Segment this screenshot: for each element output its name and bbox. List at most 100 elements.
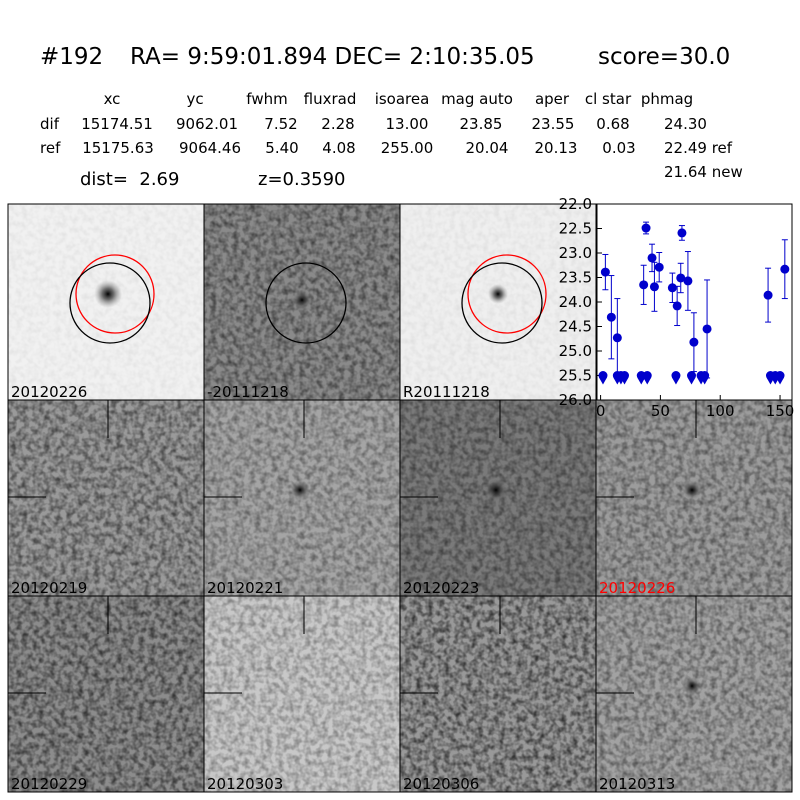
data-point [598, 371, 608, 380]
source [94, 280, 122, 308]
image-panel: 20120313 [595, 595, 793, 793]
image-panel: R20111218 [399, 203, 597, 401]
table-cell: 20.13 [535, 139, 578, 157]
panel-noise [400, 596, 596, 792]
new-mag: 21.64 new [664, 163, 743, 181]
table-cell: 255.00 [381, 139, 434, 157]
data-point [677, 228, 687, 238]
table-cell: 9064.46 [179, 139, 241, 157]
source [484, 478, 508, 502]
data-point [687, 371, 697, 380]
column-header: aper [535, 90, 570, 108]
table-cell: 23.55 [532, 115, 575, 133]
data-point [606, 312, 616, 322]
table-cell: 7.52 [264, 115, 297, 133]
panel-label: 20120219 [11, 579, 87, 597]
data-point [620, 371, 630, 380]
table-cell: 22.49 ref [664, 139, 733, 157]
panel-noise [8, 596, 204, 792]
data-point [612, 333, 622, 343]
column-header: xc [104, 90, 121, 108]
score: score=30.0 [598, 44, 730, 70]
y-tick-label: 26.0 [559, 391, 592, 409]
y-tick-label: 24.0 [559, 293, 592, 311]
image-panel: 20120219 [7, 399, 205, 597]
table-cell: 2.28 [321, 115, 354, 133]
table-cell: 23.85 [460, 115, 503, 133]
panel-noise [204, 596, 400, 792]
aperture [265, 262, 347, 344]
plot-area [596, 203, 793, 401]
data-point [600, 267, 610, 277]
y-tick-label: 24.5 [559, 318, 592, 336]
data-point [641, 223, 651, 233]
y-tick-label: 23.5 [559, 269, 592, 287]
table-cell: 24.30 [664, 115, 707, 133]
table-cell: 9062.01 [176, 115, 238, 133]
image-panel: 20120306 [399, 595, 597, 793]
table-cell: ref [40, 139, 61, 157]
panel-label: 20120229 [11, 775, 87, 793]
column-header: mag auto [441, 90, 513, 108]
source [292, 290, 312, 310]
y-tick-label: 22.0 [559, 195, 592, 213]
column-header: cl star [585, 90, 632, 108]
panel-label: 20120223 [403, 579, 479, 597]
y-tick-label: 23.0 [559, 244, 592, 262]
data-point [700, 371, 710, 380]
redshift: z=0.3590 [258, 169, 346, 190]
data-point [654, 262, 664, 272]
source [290, 480, 310, 500]
data-point [689, 337, 699, 347]
ref-aperture [75, 254, 155, 334]
source [683, 677, 701, 695]
image-panel: 20120303 [203, 595, 401, 793]
data-point [780, 264, 790, 274]
data-point [683, 276, 693, 286]
table-cell: 4.08 [322, 139, 355, 157]
panel-label: 20120313 [599, 775, 675, 793]
image-panel: -20111218 [203, 203, 401, 401]
panel-label: R20111218 [403, 383, 490, 401]
y-tick-label: 25.5 [559, 367, 592, 385]
data-point [671, 371, 681, 380]
image-panel: 20120226 [7, 203, 205, 401]
panel-label: -20111218 [207, 383, 289, 401]
table-cell: 15175.63 [82, 139, 154, 157]
x-tick-label: 100 [706, 402, 735, 420]
data-point [649, 282, 659, 292]
x-tick-label: 0 [596, 402, 606, 420]
column-header: phmag [641, 90, 693, 108]
panel-noise [8, 400, 204, 596]
column-header: fwhm [246, 90, 287, 108]
column-header: isoarea [375, 90, 430, 108]
panel-label: 20120226 [599, 579, 675, 597]
image-panel: 20120223 [399, 399, 597, 597]
aperture [461, 262, 543, 344]
image-panel: 20120229 [7, 595, 205, 793]
table-cell: 15174.51 [81, 115, 153, 133]
data-point [642, 371, 652, 380]
x-tick-label: 50 [651, 402, 670, 420]
data-point [672, 301, 682, 311]
data-point [639, 280, 649, 290]
source [682, 480, 702, 500]
y-tick-label: 22.5 [559, 220, 592, 238]
ref-aperture [467, 254, 547, 334]
distance: dist= 2.69 [80, 169, 179, 190]
aperture [69, 262, 151, 344]
image-panel: 20120226 [595, 399, 793, 597]
coordinates: RA= 9:59:01.894 DEC= 2:10:35.05 [130, 44, 535, 70]
panel-label: 20120221 [207, 579, 283, 597]
y-tick-label: 25.0 [559, 342, 592, 360]
data-point [702, 324, 712, 334]
column-header: fluxrad [304, 90, 357, 108]
data-point [667, 283, 677, 293]
panel-label: 20120306 [403, 775, 479, 793]
panel-label: 20120303 [207, 775, 283, 793]
x-tick-label: 150 [766, 402, 795, 420]
panel-label: 20120226 [11, 383, 87, 401]
table-cell: 5.40 [265, 139, 298, 157]
data-point [775, 371, 785, 380]
